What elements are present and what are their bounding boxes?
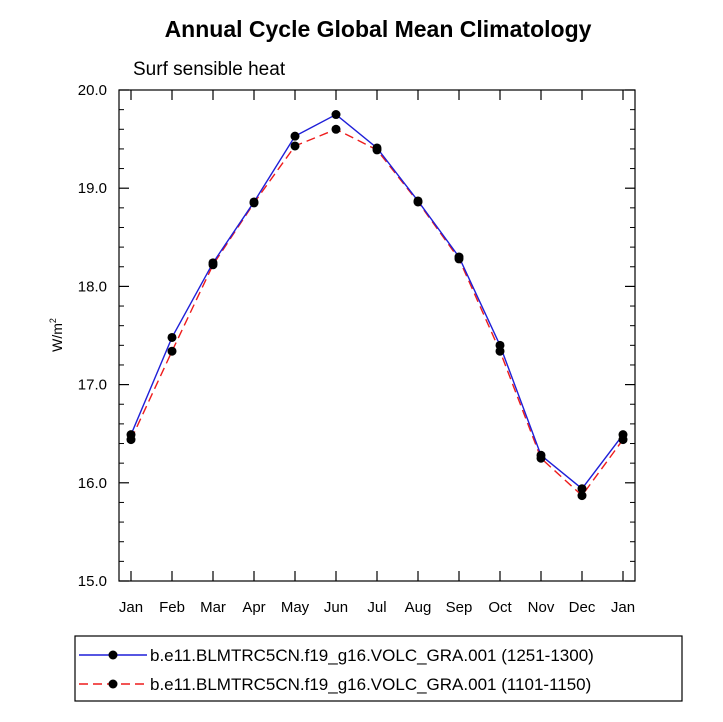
series-1-point — [208, 258, 218, 268]
series-1-point — [495, 340, 505, 350]
chart-subtitle: Surf sensible heat — [133, 59, 286, 80]
x-tick-label: Feb — [159, 599, 185, 616]
series-2-point — [577, 491, 587, 501]
y-axis-label-unit: W/m — [49, 323, 65, 352]
x-tick-label: Apr — [242, 599, 265, 616]
y-axis-label: W/m2 — [48, 318, 65, 352]
x-tick-label: Sep — [446, 599, 473, 616]
series-2-point — [167, 346, 177, 356]
y-axis-label-superscript: 2 — [48, 318, 58, 323]
legend-box — [74, 635, 683, 702]
y-tick-label: 19.0 — [78, 180, 107, 197]
legend-marker-series-2 — [108, 679, 118, 689]
chart-title: Annual Cycle Global Mean Climatology — [165, 16, 592, 42]
y-axis: 15.0 16.0 17.0 18.0 19.0 20.0 — [78, 82, 635, 590]
y-tick-label: 15.0 — [78, 573, 107, 590]
series-1-point — [331, 110, 341, 120]
legend-marker-series-1 — [108, 650, 118, 660]
y-tick-label: 20.0 — [78, 82, 107, 99]
series-layer — [126, 110, 628, 501]
series-1-point — [249, 197, 259, 207]
series-1-point — [126, 430, 136, 440]
series-1-point — [536, 450, 546, 460]
y-tick-label: 17.0 — [78, 377, 107, 394]
y-tick-label: 18.0 — [78, 278, 107, 295]
x-tick-label: Jun — [324, 599, 348, 616]
series-1-point — [372, 143, 382, 153]
x-tick-label: Nov — [528, 599, 555, 616]
legend: b.e11.BLMTRC5CN.f19_g16.VOLC_GRA.001 (12… — [74, 635, 683, 702]
x-tick-label: Jan — [611, 599, 635, 616]
series-2-point — [290, 141, 300, 151]
series-1-point — [618, 430, 628, 440]
series-1-point — [290, 131, 300, 141]
series-line-1 — [130, 113, 624, 490]
x-tick-label: Jan — [119, 599, 143, 616]
x-tick-label: Mar — [200, 599, 226, 616]
x-tick-label: Dec — [569, 599, 596, 616]
series-line-2 — [130, 128, 624, 497]
plot-frame — [118, 89, 636, 582]
x-tick-label: Jul — [367, 599, 386, 616]
x-tick-label: Aug — [405, 599, 432, 616]
legend-label-series-2: b.e11.BLMTRC5CN.f19_g16.VOLC_GRA.001 (11… — [150, 675, 591, 694]
series-1-point — [577, 484, 587, 494]
legend-label-series-1: b.e11.BLMTRC5CN.f19_g16.VOLC_GRA.001 (12… — [150, 646, 594, 665]
series-2-point — [331, 124, 341, 134]
series-1-point — [167, 332, 177, 342]
y-tick-label: 16.0 — [78, 475, 107, 492]
x-tick-label: May — [281, 599, 310, 616]
series-1-point — [413, 196, 423, 206]
series-1-point — [454, 252, 464, 262]
x-tick-label: Oct — [488, 599, 512, 616]
x-axis: Jan Feb Mar Apr May Jun Jul Aug Sep Oct Nov Dec Jan — [119, 90, 635, 616]
